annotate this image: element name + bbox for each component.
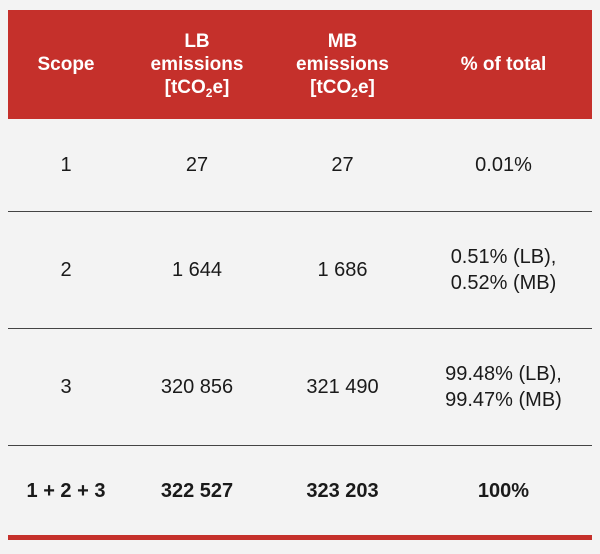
- header-scope-label: Scope: [37, 54, 95, 75]
- header-mb-emissions: MB emissions [tCO2e]: [270, 10, 415, 119]
- header-mb-unit-pre: [tCO: [310, 77, 352, 98]
- header-lb-unit-post: e]: [212, 77, 230, 98]
- table-row: 3 320 856 321 490 99.48% (LB), 99.47% (M…: [8, 329, 592, 446]
- header-pct-label: % of total: [460, 54, 547, 75]
- cell-lb: 27: [185, 154, 209, 176]
- cell-pct: 99.48% (LB), 99.47% (MB): [415, 329, 592, 445]
- cell-pct-line1: 99.48% (LB),: [445, 363, 562, 385]
- cell-pct-line1: 0.01%: [475, 154, 532, 176]
- header-lb-line1: LB: [184, 31, 210, 52]
- emissions-table: Scope LB emissions [tCO2e] MB emissions …: [8, 10, 592, 540]
- cell-pct: 0.01%: [415, 119, 592, 211]
- header-lb-unit-sub: 2: [205, 86, 213, 100]
- total-pct: 100%: [477, 479, 530, 502]
- header-lb-unit: [tCO2e]: [165, 76, 230, 99]
- header-pct-total: % of total: [415, 10, 592, 119]
- header-mb-unit: [tCO2e]: [310, 76, 375, 99]
- cell-lb: 1 644: [171, 259, 223, 281]
- header-mb-unit-sub: 2: [351, 86, 358, 100]
- header-mb-unit-post: e]: [357, 77, 375, 98]
- cell-mb: 1 686: [317, 259, 368, 281]
- cell-pct-line1: 0.51% (LB),: [450, 246, 557, 268]
- cell-scope: 2: [60, 259, 72, 281]
- header-lb-emissions: LB emissions [tCO2e]: [124, 10, 270, 119]
- cell-pct-line2: 0.52% (MB): [450, 272, 557, 294]
- cell-scope: 3: [60, 376, 72, 398]
- header-mb-line1: MB: [327, 31, 358, 52]
- total-lb: 322 527: [160, 479, 234, 502]
- header-lb-line2: emissions: [150, 54, 244, 75]
- table-row: 2 1 644 1 686 0.51% (LB), 0.52% (MB): [8, 212, 592, 329]
- header-lb-unit-pre: [tCO: [164, 77, 206, 98]
- cell-pct-line2: 99.47% (MB): [445, 389, 562, 411]
- table-total-row: 1 + 2 + 3 322 527 323 203 100%: [8, 446, 592, 535]
- cell-scope: 1: [60, 154, 72, 176]
- cell-pct: 0.51% (LB), 0.52% (MB): [415, 212, 592, 328]
- bottom-accent-bar: [8, 535, 592, 540]
- total-mb: 323 203: [306, 479, 379, 502]
- table-row: 1 27 27 0.01%: [8, 119, 592, 212]
- cell-mb: 27: [331, 154, 354, 176]
- header-scope: Scope: [8, 10, 124, 119]
- cell-lb: 320 856: [160, 376, 234, 398]
- cell-mb: 321 490: [306, 376, 379, 398]
- table-header: Scope LB emissions [tCO2e] MB emissions …: [8, 10, 592, 119]
- total-scope: 1 + 2 + 3: [26, 479, 106, 502]
- header-mb-line2: emissions: [296, 54, 389, 75]
